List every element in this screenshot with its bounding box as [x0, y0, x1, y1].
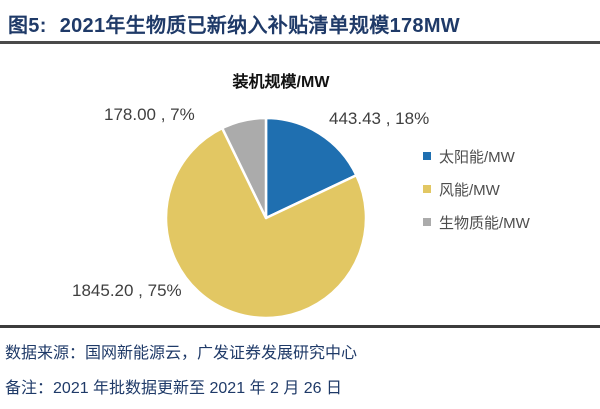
figure-header: 图5: 2021年生物质已新纳入补贴清单规模178MW [8, 9, 460, 38]
legend-label-biomass: 生物质能/MW [439, 214, 530, 232]
chart-title: 装机规模/MW [232, 74, 330, 91]
pie-label-solar: 443.43 , 18% [329, 109, 430, 128]
pie-chart [164, 116, 368, 320]
legend-label-wind: 风能/MW [439, 181, 500, 199]
legend-item-biomass: 生物质能/MW [423, 214, 530, 232]
legend-item-solar: 太阳能/MW [423, 148, 530, 166]
pie-slice-solar [264, 116, 358, 220]
legend-item-wind: 风能/MW [423, 181, 530, 199]
legend-swatch-biomass-icon [423, 218, 431, 226]
figure-title: 2021年生物质已新纳入补贴清单规模178MW [59, 15, 460, 37]
figure-number: 图5: [8, 15, 47, 37]
data-source-line: 数据来源：国网新能源云，广发证券发展研究中心 [5, 339, 357, 363]
note-text: 2021 年批数据更新至 2021 年 2 月 26 日 [53, 380, 343, 397]
pie-slice-wind [164, 126, 368, 320]
legend-swatch-wind-icon [423, 185, 431, 193]
source-label: 数据来源： [5, 345, 86, 362]
footer-divider [0, 325, 600, 328]
source-text: 国网新能源云，广发证券发展研究中心 [85, 345, 358, 362]
note-label: 备注： [5, 380, 54, 397]
pie-label-biomass: 178.00 , 7% [104, 105, 195, 124]
chart-legend: 太阳能/MW 风能/MW 生物质能/MW [423, 148, 530, 247]
legend-label-solar: 太阳能/MW [439, 148, 515, 166]
header-divider [0, 41, 600, 44]
legend-swatch-solar-icon [423, 152, 431, 160]
pie-label-wind: 1845.20 , 75% [72, 281, 182, 300]
note-line: 备注：2021 年批数据更新至 2021 年 2 月 26 日 [5, 374, 342, 398]
pie-slice-biomass [220, 116, 268, 220]
